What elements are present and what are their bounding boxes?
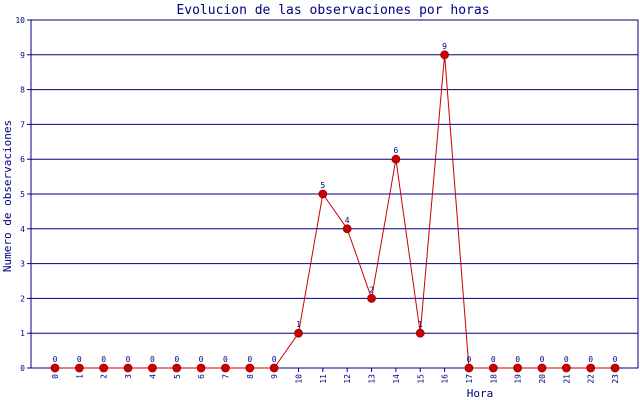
y-tick-label-4: 4 <box>20 225 25 234</box>
data-label-23: 0 <box>613 355 618 364</box>
x-tick-label-11: 11 <box>319 374 328 384</box>
y-axis-label: Numero de observaciones <box>1 120 14 272</box>
data-point-23 <box>610 363 620 373</box>
data-point-1 <box>74 363 84 373</box>
data-label-21: 0 <box>564 355 569 364</box>
data-label-1: 0 <box>77 355 82 364</box>
data-label-9: 0 <box>272 355 277 364</box>
x-tick-label-3: 3 <box>124 374 133 379</box>
x-tick-label-7: 7 <box>221 374 230 379</box>
data-label-0: 0 <box>53 355 58 364</box>
y-tick-label-1: 1 <box>20 329 25 338</box>
x-tick-label-0: 0 <box>51 374 60 379</box>
y-tick-label-9: 9 <box>20 51 25 60</box>
data-point-13 <box>367 293 376 303</box>
data-point-7 <box>221 363 230 373</box>
data-point-5 <box>172 363 182 373</box>
data-point-21 <box>561 363 571 373</box>
y-tick-label-3: 3 <box>20 260 25 269</box>
data-point-17 <box>464 363 474 373</box>
data-label-14: 6 <box>393 146 398 155</box>
data-label-11: 5 <box>320 181 325 190</box>
x-tick-label-1: 1 <box>75 374 84 379</box>
data-label-4: 0 <box>150 355 155 364</box>
y-tick-label-10: 10 <box>15 16 25 25</box>
data-point-4 <box>147 363 157 373</box>
y-tick-label-0: 0 <box>20 364 25 373</box>
data-label-15: 1 <box>418 320 423 329</box>
x-tick-label-17: 17 <box>465 374 474 384</box>
data-point-22 <box>586 363 596 373</box>
data-point-11 <box>318 189 328 199</box>
chart-title: Evolucion de las observaciones por horas <box>176 3 489 18</box>
x-tick-label-9: 9 <box>270 374 279 379</box>
data-label-10: 1 <box>296 320 301 329</box>
x-tick-label-4: 4 <box>148 374 157 379</box>
data-label-18: 0 <box>491 355 496 364</box>
y-tick-label-5: 5 <box>20 190 25 199</box>
data-label-19: 0 <box>515 355 520 364</box>
data-point-6 <box>196 363 206 373</box>
x-tick-label-2: 2 <box>100 374 109 379</box>
data-label-7: 0 <box>223 355 228 364</box>
x-tick-label-16: 16 <box>441 374 450 384</box>
data-point-0 <box>50 363 60 373</box>
x-tick-label-5: 5 <box>173 374 182 379</box>
data-label-2: 0 <box>101 355 106 364</box>
y-tick-label-7: 7 <box>20 120 25 129</box>
x-tick-label-13: 13 <box>368 374 377 384</box>
x-tick-label-21: 21 <box>562 374 571 384</box>
data-label-22: 0 <box>588 355 593 364</box>
data-point-2 <box>99 363 109 373</box>
data-point-12 <box>342 224 352 234</box>
data-label-8: 0 <box>247 355 252 364</box>
data-point-19 <box>513 363 523 373</box>
data-label-17: 0 <box>467 355 472 364</box>
data-label-5: 0 <box>174 355 179 364</box>
x-axis-label: Hora <box>467 387 494 400</box>
data-point-9 <box>269 363 279 373</box>
data-label-3: 0 <box>126 355 131 364</box>
data-point-14 <box>391 154 401 164</box>
x-tick-label-23: 23 <box>611 374 620 384</box>
x-tick-label-19: 19 <box>514 374 523 384</box>
data-point-20 <box>537 363 547 373</box>
x-tick-label-6: 6 <box>197 374 206 379</box>
data-point-10 <box>294 328 303 338</box>
data-label-16: 9 <box>442 42 447 51</box>
x-tick-label-15: 15 <box>416 374 425 384</box>
x-tick-label-22: 22 <box>587 374 596 384</box>
x-tick-label-14: 14 <box>392 374 401 384</box>
y-tick-label-8: 8 <box>20 86 25 95</box>
data-label-20: 0 <box>540 355 545 364</box>
data-label-6: 0 <box>199 355 204 364</box>
data-point-16 <box>440 50 450 60</box>
x-tick-label-8: 8 <box>246 374 255 379</box>
data-point-18 <box>488 363 498 373</box>
x-tick-label-20: 20 <box>538 374 547 384</box>
data-point-15 <box>415 328 425 338</box>
data-label-12: 4 <box>345 216 350 225</box>
data-point-8 <box>245 363 255 373</box>
x-tick-label-10: 10 <box>295 374 304 384</box>
x-tick-label-12: 12 <box>343 374 352 384</box>
series-layer <box>50 50 620 373</box>
grid-layer <box>30 19 639 369</box>
data-point-3 <box>123 363 133 373</box>
data-label-13: 2 <box>369 285 374 294</box>
y-tick-label-2: 2 <box>20 294 25 303</box>
label-layer: 0 0 0 0 0 0 0 0 0 0 1 5 4 2 6 1 9 0 0 0 0 0 0 0 <box>53 42 618 364</box>
x-tick-label-18: 18 <box>489 374 498 384</box>
y-tick-label-6: 6 <box>20 155 25 164</box>
